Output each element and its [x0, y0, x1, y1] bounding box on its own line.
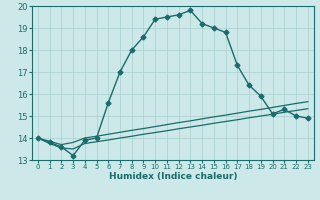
X-axis label: Humidex (Indice chaleur): Humidex (Indice chaleur) — [108, 172, 237, 181]
